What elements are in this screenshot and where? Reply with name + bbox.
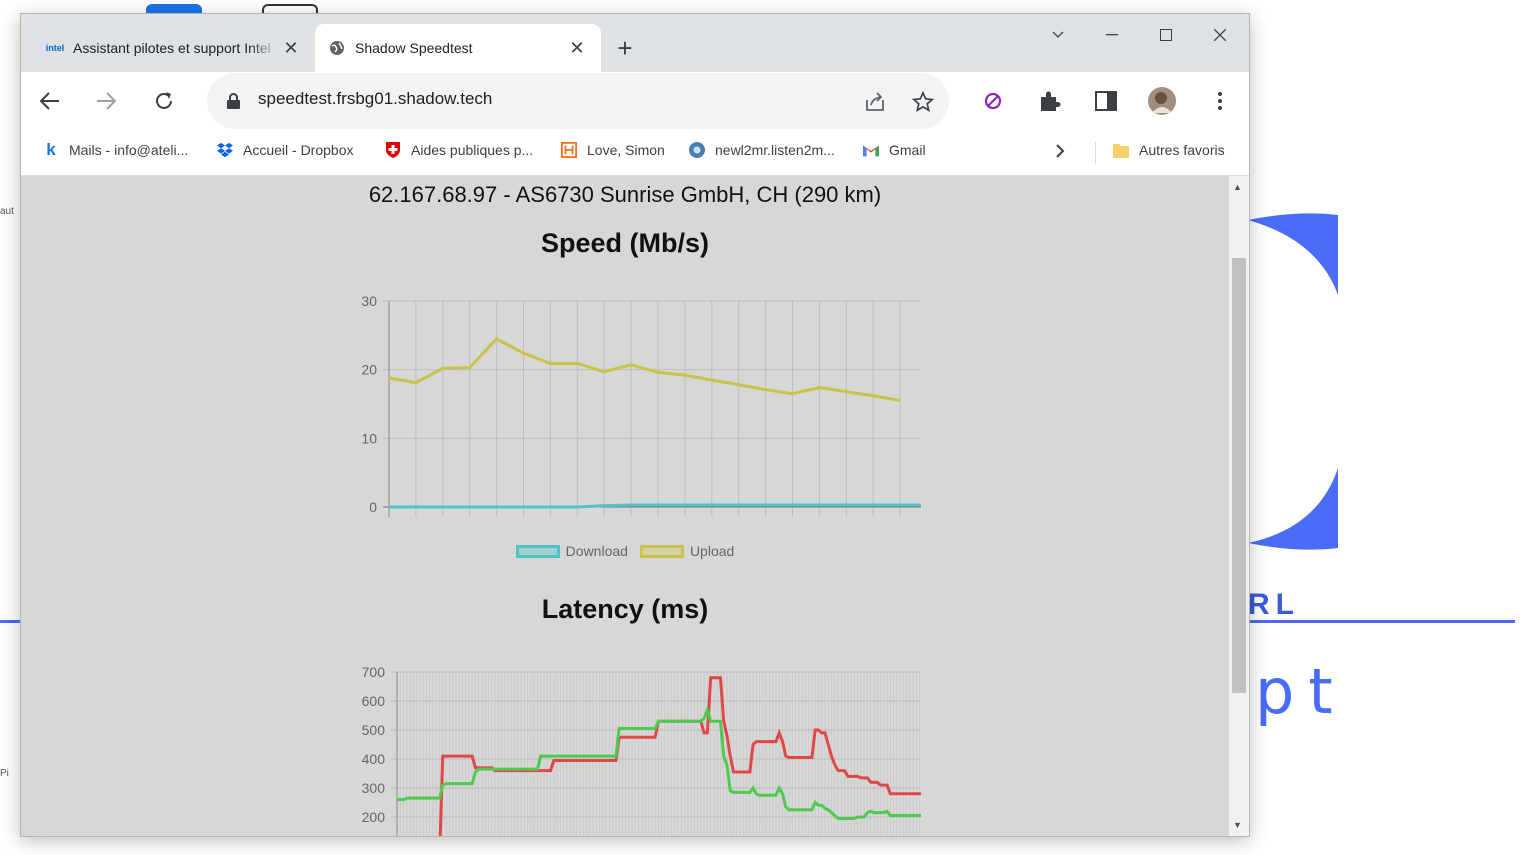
- desktop-edge-text: aut: [0, 206, 14, 217]
- swiss-shield-icon: [385, 142, 401, 158]
- bookmark-label: Aides publiques p...: [411, 142, 534, 158]
- legend-upload[interactable]: Upload: [639, 543, 735, 559]
- desktop-taskbar-item[interactable]: [262, 4, 318, 14]
- y-tick-label: 700: [362, 664, 386, 680]
- site-icon: [689, 142, 705, 158]
- scrollbar-thumb[interactable]: [1232, 258, 1246, 693]
- bookmark-label: newl2mr.listen2m...: [715, 142, 835, 158]
- lock-icon[interactable]: [227, 93, 240, 114]
- h-icon: [561, 142, 577, 158]
- bookmark-love-simon[interactable]: Love, Simon: [561, 142, 665, 158]
- latency-line-green: [397, 704, 921, 820]
- speed-legend: Download Upload: [21, 543, 1229, 559]
- bookmark-star-icon[interactable]: [909, 88, 937, 116]
- y-tick-label: 600: [362, 693, 386, 709]
- globe-icon: [327, 40, 347, 56]
- desktop-top-strip: [0, 0, 1520, 14]
- dropbox-icon: [217, 142, 233, 158]
- bookmarks-divider: [1095, 142, 1096, 164]
- latency-chart-title: Latency (ms): [541, 594, 709, 624]
- desktop-edge-text: Pi: [0, 768, 9, 779]
- bookmark-gmail[interactable]: Gmail: [863, 142, 926, 158]
- minimize-button[interactable]: [1089, 20, 1135, 50]
- share-icon[interactable]: [861, 88, 889, 116]
- menu-icon[interactable]: [1205, 86, 1235, 116]
- tab-bar: intel Assistant pilotes et support Intel…: [21, 14, 1249, 72]
- bookmark-dropbox[interactable]: Accueil - Dropbox: [217, 142, 354, 158]
- bookmark-newl2mr[interactable]: newl2mr.listen2m...: [689, 142, 835, 158]
- y-tick-label: 30: [361, 293, 377, 309]
- reload-button[interactable]: [149, 86, 179, 116]
- ip-info: 62.167.68.97 - AS6730 Sunrise GmbH, CH (…: [368, 182, 882, 207]
- toolbar: speedtest.frsbg01.shadow.tech: [21, 72, 1249, 130]
- bookmark-label: Gmail: [889, 142, 926, 158]
- extensions-puzzle-icon[interactable]: [1035, 86, 1065, 116]
- tab-intel[interactable]: intel Assistant pilotes et support Intel…: [33, 24, 315, 72]
- page-content: 62.167.68.97 - AS6730 Sunrise GmbH, CH (…: [21, 176, 1229, 836]
- scroll-down-arrow-icon[interactable]: ▼: [1233, 820, 1242, 830]
- bookmarks-overflow-chevron-icon[interactable]: [1055, 144, 1065, 158]
- bookmark-mails[interactable]: k Mails - info@ateli...: [43, 140, 189, 159]
- profile-avatar[interactable]: [1147, 86, 1177, 116]
- legend-download[interactable]: Download: [515, 543, 628, 559]
- desktop-logo-text: RL: [1248, 588, 1300, 621]
- y-tick-label: 200: [362, 809, 386, 825]
- y-tick-label: 20: [361, 362, 377, 378]
- new-tab-button[interactable]: +: [617, 32, 633, 63]
- legend-label: Download: [565, 543, 628, 559]
- other-bookmarks-folder[interactable]: Autres favoris: [1113, 142, 1225, 158]
- bookmark-label: Autres favoris: [1139, 142, 1225, 158]
- tab-title: Shadow Speedtest: [355, 40, 473, 56]
- intel-icon: intel: [45, 43, 65, 53]
- forward-button[interactable]: [91, 86, 121, 116]
- legend-swatch-download: [515, 544, 560, 558]
- side-panel-icon[interactable]: [1091, 86, 1121, 116]
- close-icon[interactable]: ✕: [569, 37, 585, 58]
- k-icon: k: [46, 140, 56, 159]
- desktop-taskbar-item[interactable]: [146, 4, 202, 14]
- close-icon[interactable]: ✕: [283, 37, 299, 58]
- y-tick-label: 10: [361, 430, 377, 446]
- close-window-button[interactable]: [1197, 20, 1243, 50]
- legend-swatch-upload: [639, 544, 684, 558]
- y-tick-label: 0: [369, 499, 377, 515]
- tab-search-icon[interactable]: [1035, 20, 1081, 50]
- bookmarks-bar: k Mails - info@ateli... Accueil - Dropbo…: [21, 130, 1249, 176]
- y-tick-label: 400: [362, 751, 386, 767]
- address-bar[interactable]: speedtest.frsbg01.shadow.tech: [207, 73, 949, 129]
- extension-block-icon[interactable]: [978, 86, 1008, 116]
- y-tick-label: 300: [362, 780, 386, 796]
- back-button[interactable]: [35, 86, 65, 116]
- url-text[interactable]: speedtest.frsbg01.shadow.tech: [258, 89, 493, 108]
- scroll-up-arrow-icon[interactable]: ▲: [1233, 182, 1242, 192]
- folder-icon: [1113, 142, 1129, 158]
- desktop-logo-text: pt: [1255, 655, 1347, 728]
- maximize-button[interactable]: [1143, 20, 1189, 50]
- tab-title: Assistant pilotes et support Intel: [73, 40, 271, 56]
- series-line-download: [389, 503, 921, 509]
- desktop-logo-shape: [1248, 213, 1338, 550]
- speed-chart-title: Speed (Mb/s): [540, 228, 709, 258]
- bookmark-label: Accueil - Dropbox: [243, 142, 354, 158]
- y-tick-label: 500: [362, 722, 386, 738]
- bookmark-label: Mails - info@ateli...: [69, 142, 189, 158]
- browser-window: intel Assistant pilotes et support Intel…: [20, 13, 1250, 837]
- bookmark-aides-publiques[interactable]: Aides publiques p...: [385, 142, 533, 158]
- bookmark-label: Love, Simon: [587, 142, 665, 158]
- series-line-upload: [388, 336, 901, 403]
- speed-chart: 0 10 20 30: [361, 293, 921, 517]
- gmail-icon: [863, 142, 879, 158]
- legend-label: Upload: [689, 543, 735, 559]
- tab-shadow-speedtest[interactable]: Shadow Speedtest ✕: [315, 24, 601, 72]
